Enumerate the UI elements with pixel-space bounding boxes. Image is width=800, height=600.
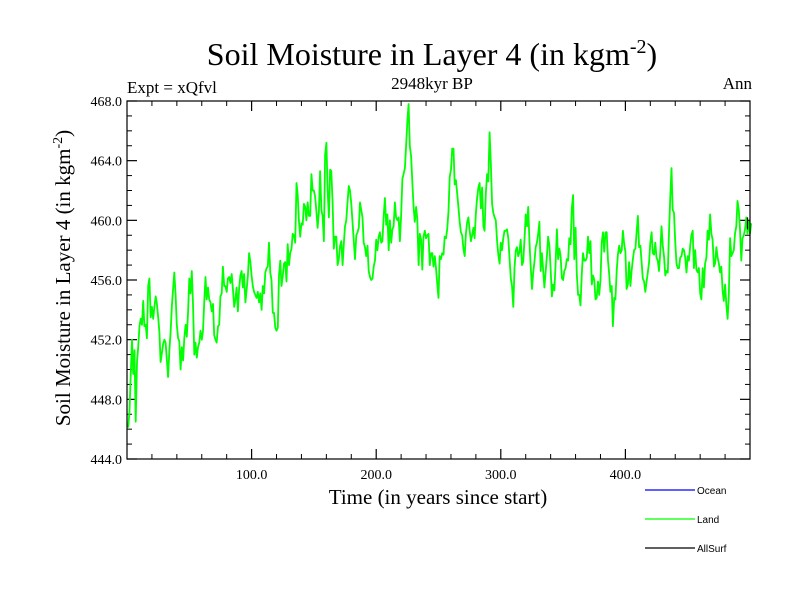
legend-label-ocean: Ocean (697, 486, 726, 497)
x-axis-label: Time (in years since start) (329, 485, 548, 509)
experiment-label: Expt = xQfvl (127, 78, 217, 97)
y-axis-label: Soil Moisture in Layer 4 (in kgm-2) (51, 130, 75, 426)
x-tick-label: 200.0 (360, 468, 392, 483)
data-series (127, 103, 753, 428)
legend-label-land: Land (697, 515, 719, 526)
y-tick-label: 468.0 (91, 95, 123, 110)
y-tick-label: 444.0 (91, 453, 123, 468)
y-axis-label-end: ) (51, 130, 75, 137)
plot-frame (126, 100, 751, 460)
x-tick-label: 400.0 (610, 468, 642, 483)
y-axis-label-superscript: -2 (51, 137, 66, 149)
x-tick-label: 300.0 (485, 468, 517, 483)
chart-title-superscript: -2 (630, 36, 647, 58)
series-line-land (127, 103, 753, 428)
x-tick-label: 100.0 (236, 468, 268, 483)
legend: Ocean Land AllSurf (645, 486, 727, 555)
y-tick-label: 464.0 (91, 155, 123, 170)
chart-title: Soil Moisture in Layer 4 (in kgm-2) (207, 36, 657, 72)
chart-title-end: ) (647, 36, 658, 72)
season-label: Ann (723, 74, 753, 93)
y-tick-label: 448.0 (91, 393, 123, 408)
y-tick-label: 452.0 (91, 334, 123, 349)
y-tick-label: 456.0 (91, 274, 123, 289)
legend-label-allsurf: AllSurf (697, 544, 727, 555)
axis-ticks: 100.0 200.0 300.0 400.0 444.0 448.0 452.0 456.0… (91, 95, 750, 483)
y-tick-label: 460.0 (91, 214, 123, 229)
chart-subtitle: 2948kyr BP (391, 74, 473, 93)
